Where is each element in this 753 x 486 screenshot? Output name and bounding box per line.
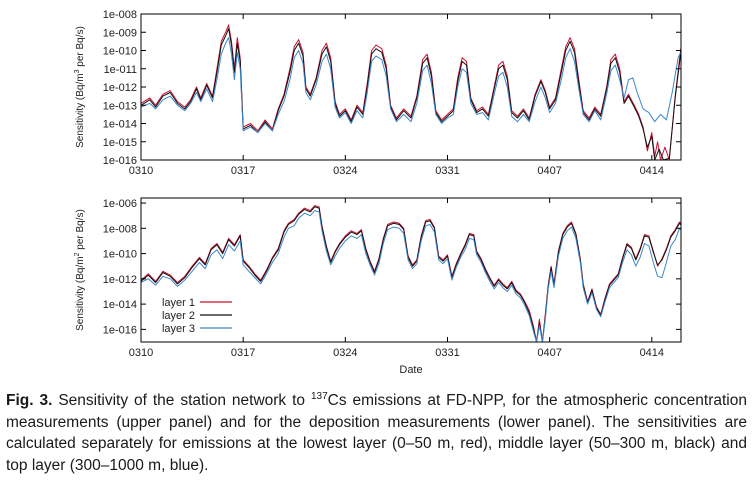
upper-x-tick-label: 0331	[435, 165, 459, 177]
lower-y-tick-label: 1e-008	[103, 223, 137, 235]
lower-x-tick-label: 0407	[537, 347, 561, 359]
legend-label-layer-1: layer 1	[162, 297, 195, 309]
legend-label-layer-2: layer 2	[162, 310, 195, 322]
caption-label: Fig. 3.	[6, 392, 53, 409]
upper-y-tick-label: 1e-010	[103, 46, 137, 58]
upper-y-tick-label: 1e-016	[103, 155, 137, 167]
legend-label-layer-3: layer 3	[162, 323, 195, 335]
upper-y-tick-label: 1e-014	[103, 119, 137, 131]
lower-axis-ticks: 1e-006 1e-008 1e-010 1e-012 1e-014 1e-016 0310…	[103, 198, 681, 359]
upper-x-tick-label: 0317	[231, 165, 255, 177]
upper-y-tick-label: 1e-013	[103, 100, 137, 112]
lower-x-tick-label: 0414	[640, 347, 664, 359]
upper-y-axis-title-main: Sensitivity (Bq/m	[75, 73, 86, 147]
upper-x-tick-label: 0407	[537, 165, 561, 177]
upper-plot-frame	[140, 13, 682, 161]
lower-y-axis-title: Sensitivity (Bq/m2 per Bq/s)	[74, 209, 86, 331]
lower-y-tick-label: 1e-012	[103, 274, 137, 286]
lower-x-tick-label: 0310	[129, 347, 153, 359]
figure: 1e-008 1e-009 1e-010 1e-011 1e-012 1e-013 1e-0…	[74, 9, 682, 376]
upper-axis-ticks: 1e-008 1e-009 1e-010 1e-011 1e-012 1e-013 1e-0…	[103, 9, 681, 177]
upper-series-layer-3	[141, 37, 681, 134]
figure-caption: Fig. 3. Sensitivity of the station netwo…	[6, 390, 747, 476]
upper-series-layer-1	[141, 24, 681, 160]
lower-y-axis-title-rest: per Bq/s)	[75, 209, 86, 252]
lower-panel: 1e-006 1e-008 1e-010 1e-012 1e-014 1e-016 0310…	[74, 197, 682, 376]
upper-y-tick-label: 1e-011	[104, 64, 137, 76]
lower-series-layer-2	[141, 206, 681, 342]
lower-y-tick-label: 1e-006	[103, 198, 137, 210]
lower-x-tick-label: 0324	[333, 347, 357, 359]
upper-y-axis-title-rest: per Bq/s)	[75, 26, 86, 69]
upper-x-tick-label: 0310	[129, 165, 153, 177]
caption-isotope-mass-number: 137	[310, 391, 328, 402]
upper-x-tick-label: 0414	[640, 165, 664, 177]
lower-y-tick-label: 1e-014	[103, 299, 137, 311]
legend: layer 1 layer 2 layer 3	[162, 297, 232, 335]
upper-panel: 1e-008 1e-009 1e-010 1e-011 1e-012 1e-013 1e-0…	[74, 9, 682, 177]
lower-series-group	[141, 205, 681, 342]
upper-y-tick-label: 1e-015	[103, 137, 137, 149]
lower-x-tick-label: 0317	[231, 347, 255, 359]
x-axis-title: Date	[399, 364, 422, 376]
lower-y-axis-title-main: Sensitivity (Bq/m	[75, 256, 86, 330]
lower-y-axis-title-exponent: 2	[74, 252, 81, 256]
caption-text-start: Sensitivity of the station network to	[52, 392, 311, 409]
upper-y-axis-title: Sensitivity (Bq/m3 per Bq/s)	[74, 26, 86, 148]
upper-series-layer-2	[141, 28, 681, 160]
lower-plot-frame	[140, 197, 682, 343]
lower-x-tick-label: 0331	[435, 347, 459, 359]
lower-y-tick-label: 1e-010	[103, 249, 137, 261]
lower-series-layer-3	[141, 210, 681, 342]
upper-series-group	[141, 24, 681, 160]
caption-text-rest: Cs emissions at FD-NPP, for the atmosphe…	[6, 392, 747, 474]
upper-y-tick-label: 1e-012	[103, 82, 137, 94]
upper-y-tick-label: 1e-008	[103, 9, 137, 21]
upper-x-tick-label: 0324	[333, 165, 357, 177]
upper-y-axis-title-exponent: 3	[74, 69, 81, 73]
lower-y-tick-label: 1e-016	[103, 324, 137, 336]
upper-y-tick-label: 1e-009	[103, 27, 137, 39]
